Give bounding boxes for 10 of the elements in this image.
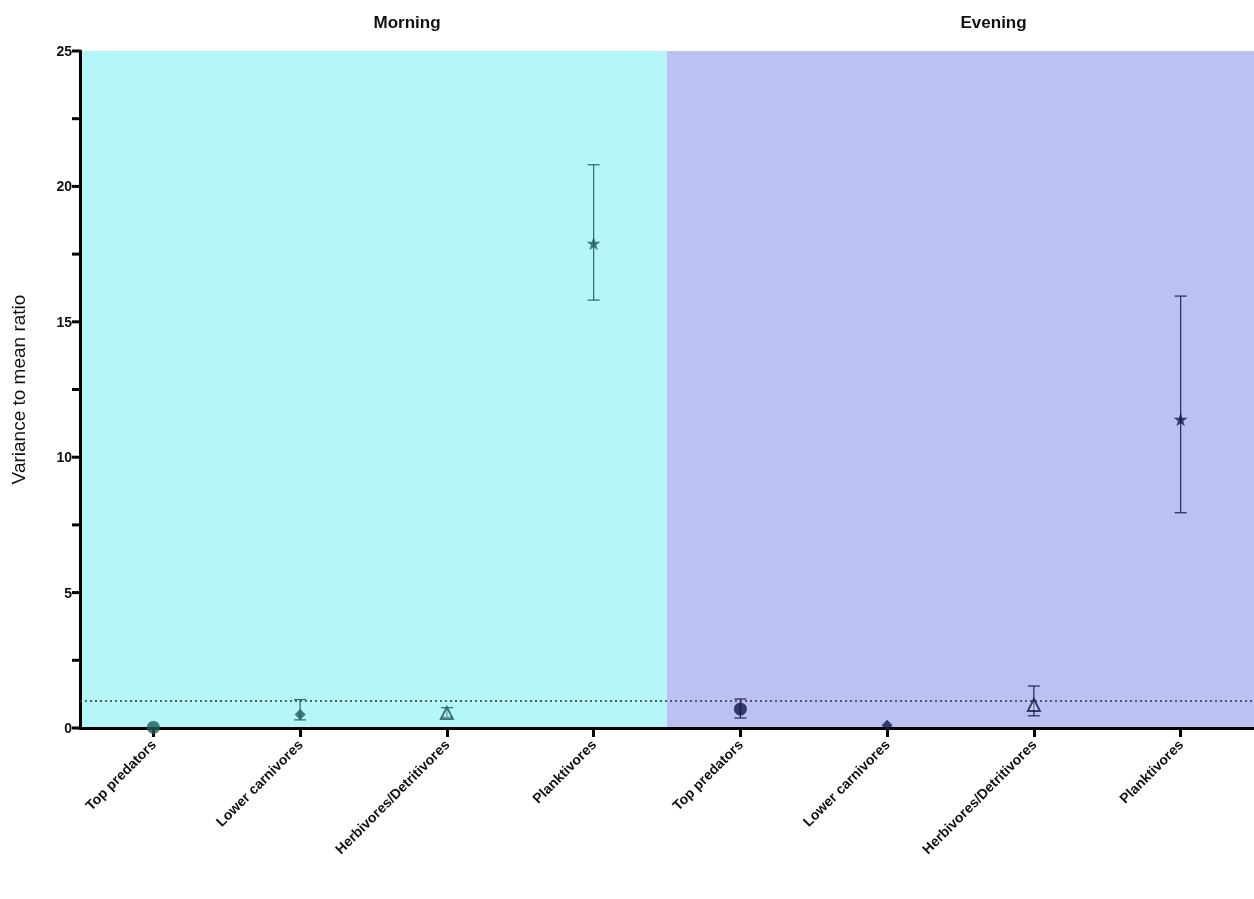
text: Evening [960,13,1027,32]
y-tick-label: 25 [56,43,73,59]
text: Morning [373,13,441,32]
y-axis-title: Variance to mean ratio [8,294,29,485]
y-tick-label: 10 [56,449,73,466]
y-tick-label: 0 [64,720,73,736]
y-tick-label: 5 [64,584,73,601]
y-tick-label: 15 [56,313,73,330]
y-tick-label: 20 [56,178,73,195]
point [1026,697,1041,712]
